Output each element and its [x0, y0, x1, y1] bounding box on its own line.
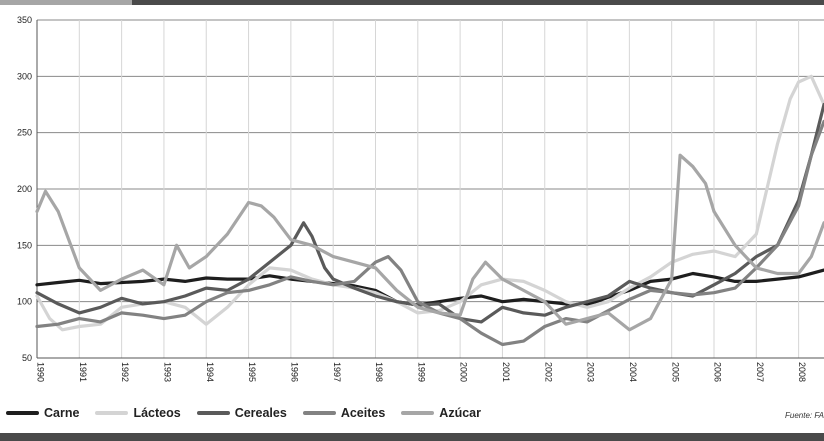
bottom-banner-bar [0, 433, 824, 441]
chart-legend: Carne Lácteos Cereales Aceites Azúcar [6, 406, 497, 420]
y-tick-label: 350 [17, 15, 32, 25]
series-line-azucar [35, 153, 824, 332]
legend-label: Lácteos [133, 406, 181, 420]
x-tick-label: 2006 [713, 362, 723, 382]
x-tick-label: 1995 [247, 362, 257, 382]
legend-item-azucar: Azúcar [401, 406, 481, 420]
legend-item-carne: Carne [6, 406, 79, 420]
y-tick-label: 50 [22, 353, 32, 363]
x-tick-label: 1992 [120, 362, 130, 382]
series-line-aceites [35, 119, 824, 347]
x-tick-label: 2005 [670, 362, 680, 382]
x-tick-label: 2008 [797, 362, 807, 382]
y-tick-label: 150 [17, 240, 32, 250]
legend-label: Aceites [340, 406, 386, 420]
x-tick-label: 2000 [459, 362, 469, 382]
x-tick-label: 1997 [332, 362, 342, 382]
legend-label: Azúcar [439, 406, 481, 420]
legend-swatch-lacteos [95, 411, 129, 415]
top-banner-bar [0, 0, 824, 5]
legend-swatch-azucar [401, 411, 435, 415]
source-note: Fuente: FA [785, 411, 824, 420]
series-line-lacteos [35, 74, 824, 332]
x-tick-label: 2007 [755, 362, 765, 382]
legend-item-aceites: Aceites [302, 406, 386, 420]
legend-label: Cereales [234, 406, 287, 420]
y-tick-label: 250 [17, 128, 32, 138]
y-tick-label: 300 [17, 71, 32, 81]
x-tick-label: 1990 [36, 362, 46, 382]
x-tick-label: 1991 [78, 362, 88, 382]
legend-swatch-aceites [302, 411, 336, 415]
series-line-cereales [35, 102, 824, 324]
y-tick-label: 100 [17, 297, 32, 307]
legend-swatch-cereales [196, 411, 230, 415]
legend-swatch-carne [6, 411, 39, 415]
x-tick-label: 2004 [628, 362, 638, 382]
legend-label: Carne [44, 406, 80, 420]
legend-item-cereales: Cereales [196, 406, 287, 420]
top-banner-accent [0, 0, 132, 5]
x-tick-label: 2003 [586, 362, 596, 382]
legend-item-lacteos: Lácteos [95, 406, 181, 420]
x-tick-label: 2001 [501, 362, 511, 382]
x-tick-label: 1999 [416, 362, 426, 382]
y-tick-label: 200 [17, 184, 32, 194]
x-tick-label: 2002 [543, 362, 553, 382]
x-tick-label: 1994 [205, 362, 215, 382]
x-tick-label: 1998 [374, 362, 384, 382]
x-tick-label: 1993 [163, 362, 173, 382]
x-tick-label: 1996 [289, 362, 299, 382]
